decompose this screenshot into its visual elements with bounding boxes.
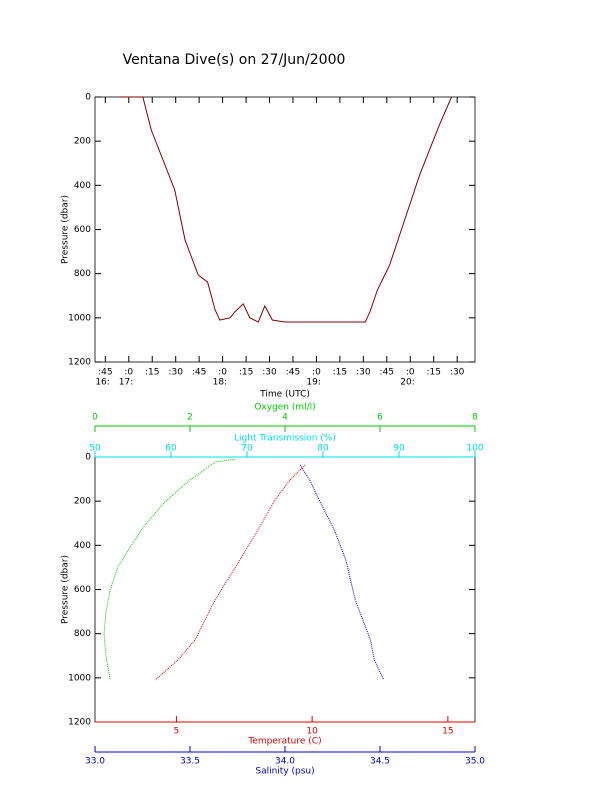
x-tick-label: :30	[262, 368, 277, 378]
y-tick-label: 0	[85, 453, 91, 463]
x-tick-label: :0	[218, 368, 227, 378]
x-tick-label: :15	[333, 368, 347, 378]
y-axis-label: Pressure (dbar)	[61, 555, 71, 624]
x-tick-label: 100	[466, 444, 483, 454]
y-tick-label: 1000	[68, 313, 91, 323]
x-tick-label: 60	[165, 444, 177, 454]
x-tick-label: 8	[472, 413, 478, 423]
x-tick-label: :45	[98, 368, 112, 378]
x-tick-label: 90	[393, 444, 405, 454]
hour-label: 16:	[95, 378, 109, 388]
x-tick-label: :0	[124, 368, 133, 378]
x-tick-label: 10	[306, 727, 318, 737]
x-tick-label: 4	[282, 413, 288, 423]
y-tick-label: 400	[74, 541, 91, 551]
y-tick-label: 1200	[68, 358, 91, 368]
x-tick-label: 6	[377, 413, 383, 423]
x-tick-label: 50	[89, 444, 101, 454]
depth-line	[118, 96, 453, 323]
profile-line	[154, 464, 306, 681]
x-tick-label: :0	[312, 368, 321, 378]
chart-title: Ventana Dive(s) on 27/Jun/2000	[123, 52, 346, 68]
x-tick-label: :15	[145, 368, 159, 378]
plot-frame	[94, 456, 476, 723]
x-axis-label: Temperature (C)	[247, 737, 321, 747]
x-tick-label: :15	[426, 368, 440, 378]
y-tick-label: 0	[85, 93, 91, 103]
y-tick-label: 1200	[68, 718, 91, 728]
x-tick-label: 15	[442, 727, 453, 737]
y-tick-label: 400	[74, 181, 91, 191]
y-tick-label: 800	[74, 269, 91, 279]
x-tick-label: :45	[380, 368, 394, 378]
x-tick-label: :45	[286, 368, 300, 378]
x-tick-label: 33.0	[85, 757, 105, 767]
y-tick-label: 600	[74, 585, 91, 595]
profile-line	[299, 464, 385, 681]
x-tick-label: :15	[239, 368, 253, 378]
x-axis-label: Salinity (psu)	[255, 767, 314, 777]
x-tick-label: 80	[317, 444, 329, 454]
y-tick-label: 600	[74, 225, 91, 235]
y-tick-label: 200	[74, 137, 91, 147]
y-axis-label: Pressure (dbar)	[61, 195, 71, 264]
x-tick-label: :30	[356, 368, 371, 378]
x-tick-label: 0	[92, 413, 98, 423]
x-tick-label: 2	[187, 413, 193, 423]
x-tick-label: :30	[168, 368, 183, 378]
x-tick-label: 70	[241, 444, 253, 454]
x-axis-label: Oxygen (ml/l)	[254, 403, 315, 413]
x-tick-label: 34.0	[275, 757, 295, 767]
hour-label: 17:	[119, 378, 133, 388]
x-tick-label: 33.5	[180, 757, 200, 767]
x-tick-label: :0	[406, 368, 415, 378]
x-tick-label: :45	[192, 368, 206, 378]
x-tick-label: 35.0	[465, 757, 485, 767]
y-tick-label: 800	[74, 629, 91, 639]
profile-line	[103, 458, 236, 681]
y-tick-label: 200	[74, 497, 91, 507]
hour-label: 20:	[400, 378, 414, 388]
hour-label: 19:	[306, 378, 320, 388]
hour-label: 18:	[213, 378, 227, 388]
y-tick-label: 1000	[68, 673, 91, 683]
x-tick-label: :30	[450, 368, 465, 378]
x-tick-label: 34.5	[370, 757, 390, 767]
x-axis-label: Time (UTC)	[259, 390, 310, 400]
x-axis-label: Light Transmission (%)	[234, 434, 336, 444]
x-tick-label: 5	[174, 727, 180, 737]
